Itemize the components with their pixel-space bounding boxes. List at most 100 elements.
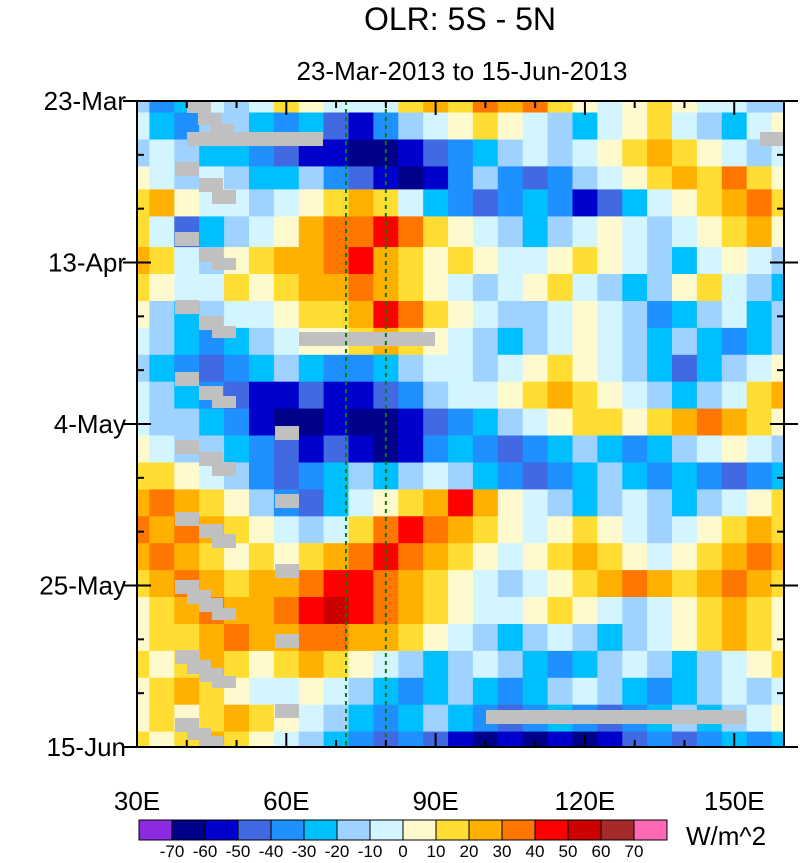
field-cell bbox=[547, 543, 574, 571]
field-cell bbox=[448, 677, 474, 706]
field-cell bbox=[597, 624, 623, 652]
field-cell bbox=[547, 381, 574, 410]
field-cell bbox=[448, 570, 474, 598]
field-cell bbox=[448, 189, 474, 217]
field-cell bbox=[323, 677, 350, 706]
field-cell bbox=[597, 112, 623, 140]
field-cell bbox=[199, 489, 225, 517]
field-cell bbox=[746, 247, 773, 275]
field-cell bbox=[472, 301, 499, 329]
field-cell bbox=[647, 139, 673, 167]
field-cell bbox=[497, 624, 524, 652]
field-cell bbox=[522, 570, 549, 598]
field-cell bbox=[323, 516, 350, 544]
missing-block bbox=[760, 132, 784, 146]
field-cell bbox=[771, 570, 785, 598]
missing-block bbox=[212, 534, 236, 548]
field-cell bbox=[746, 274, 773, 302]
field-cell bbox=[746, 189, 773, 217]
missing-block bbox=[212, 190, 236, 204]
field-cell bbox=[547, 112, 574, 140]
field-cell bbox=[423, 543, 449, 571]
field-cell bbox=[137, 597, 150, 625]
field-cell bbox=[448, 327, 474, 356]
field-cell bbox=[323, 247, 350, 275]
field-cell bbox=[497, 354, 524, 383]
field-cell bbox=[647, 462, 673, 490]
field-cell bbox=[224, 435, 250, 463]
field-cell bbox=[149, 101, 175, 114]
field-cell bbox=[721, 624, 748, 652]
field-cell bbox=[137, 543, 150, 571]
colorbar-swatch bbox=[534, 819, 569, 841]
field-cell bbox=[672, 624, 698, 652]
field-cell bbox=[647, 112, 673, 140]
field-cell bbox=[224, 650, 250, 679]
field-cell bbox=[721, 247, 748, 275]
field-cell bbox=[398, 139, 424, 167]
y-tick-label: 23-Mar bbox=[44, 86, 127, 116]
missing-block bbox=[198, 113, 222, 125]
field-cell bbox=[622, 408, 648, 437]
reference-lines bbox=[345, 101, 387, 747]
field-cell bbox=[323, 731, 350, 748]
field-cell bbox=[398, 354, 424, 383]
field-cell bbox=[622, 489, 648, 517]
field-cell bbox=[174, 677, 200, 706]
field-cell bbox=[423, 247, 449, 275]
x-tick-label: 150E bbox=[704, 786, 765, 816]
field-cell bbox=[149, 677, 175, 706]
field-cell bbox=[672, 189, 698, 217]
field-cell bbox=[497, 489, 524, 517]
field-cell bbox=[273, 650, 300, 679]
field-cell bbox=[746, 624, 773, 652]
field-cell bbox=[572, 462, 598, 490]
field-cell bbox=[472, 597, 499, 625]
field-cell bbox=[137, 301, 150, 329]
colorbar-label: 30 bbox=[493, 842, 512, 861]
field-cell bbox=[348, 274, 374, 302]
field-cell bbox=[746, 489, 773, 517]
field-cell bbox=[348, 543, 374, 571]
field-cell bbox=[448, 166, 474, 191]
field-cell bbox=[572, 139, 598, 167]
field-cell bbox=[647, 408, 673, 437]
field-cell bbox=[137, 677, 150, 706]
field-cell bbox=[771, 516, 785, 544]
missing-data-blocks bbox=[175, 101, 784, 747]
field-cell bbox=[597, 139, 623, 167]
field-cell bbox=[348, 624, 374, 652]
field-cell bbox=[472, 327, 499, 356]
colorbar-swatch bbox=[303, 819, 338, 841]
field-cell bbox=[721, 166, 748, 191]
field-cell bbox=[448, 112, 474, 140]
field-cell bbox=[149, 570, 175, 598]
field-cell bbox=[323, 112, 350, 140]
field-cell bbox=[622, 435, 648, 463]
field-cell bbox=[323, 216, 350, 248]
field-cell bbox=[137, 327, 150, 356]
field-cell bbox=[497, 543, 524, 571]
field-cell bbox=[696, 381, 723, 410]
field-cell bbox=[547, 597, 574, 625]
field-cell bbox=[497, 327, 524, 356]
field-cell bbox=[597, 354, 623, 383]
field-cell bbox=[696, 435, 723, 463]
field-cell bbox=[174, 189, 200, 217]
field-cell bbox=[298, 731, 325, 748]
field-cell bbox=[597, 408, 623, 437]
field-cell bbox=[572, 189, 598, 217]
field-cell bbox=[771, 408, 785, 437]
field-cell bbox=[622, 597, 648, 625]
field-cell bbox=[746, 216, 773, 248]
field-cell bbox=[522, 677, 549, 706]
field-cell bbox=[472, 650, 499, 679]
missing-block bbox=[199, 178, 223, 192]
field-cell bbox=[149, 624, 175, 652]
field-cell bbox=[597, 677, 623, 706]
field-cell bbox=[771, 101, 785, 114]
field-cell bbox=[323, 274, 350, 302]
field-cell bbox=[547, 189, 574, 217]
field-cell bbox=[273, 597, 300, 625]
field-cell bbox=[149, 112, 175, 140]
